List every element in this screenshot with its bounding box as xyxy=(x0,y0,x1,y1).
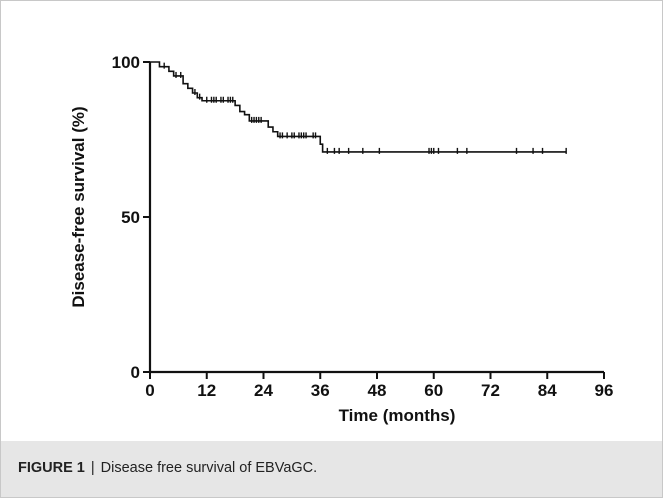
x-tick-label: 84 xyxy=(538,381,557,400)
y-axis-title: Disease-free survival (%) xyxy=(69,106,88,307)
tick-labels: 0 12 24 36 48 60 72 84 96 0 50 100 xyxy=(112,53,614,400)
x-tick-label: 72 xyxy=(481,381,500,400)
figure-caption: FIGURE 1 | Disease free survival of EBVaGC… xyxy=(18,460,317,476)
survival-curve xyxy=(150,61,567,153)
axes xyxy=(148,62,604,374)
censor-marks xyxy=(163,62,567,154)
y-tick-label: 50 xyxy=(121,208,140,227)
caption-separator: | xyxy=(90,460,95,476)
y-tick-label: 0 xyxy=(131,363,140,382)
x-tick-label: 60 xyxy=(424,381,443,400)
x-tick-label: 36 xyxy=(311,381,330,400)
x-tick-label: 96 xyxy=(595,381,614,400)
x-tick-label: 48 xyxy=(368,381,387,400)
x-tick-label: 0 xyxy=(145,381,154,400)
caption-text: Disease free survival of EBVaGC. xyxy=(100,460,318,476)
survival-chart: 0 12 24 36 48 60 72 84 96 0 50 100 Time (months) Di… xyxy=(69,53,614,425)
y-tick-label: 100 xyxy=(112,53,140,72)
ticks xyxy=(143,61,605,379)
x-axis-title: Time (months) xyxy=(339,406,456,425)
x-tick-label: 12 xyxy=(197,381,216,400)
x-tick-label: 24 xyxy=(254,381,273,400)
caption-label: FIGURE 1 xyxy=(18,460,85,476)
caption-band xyxy=(1,441,662,497)
